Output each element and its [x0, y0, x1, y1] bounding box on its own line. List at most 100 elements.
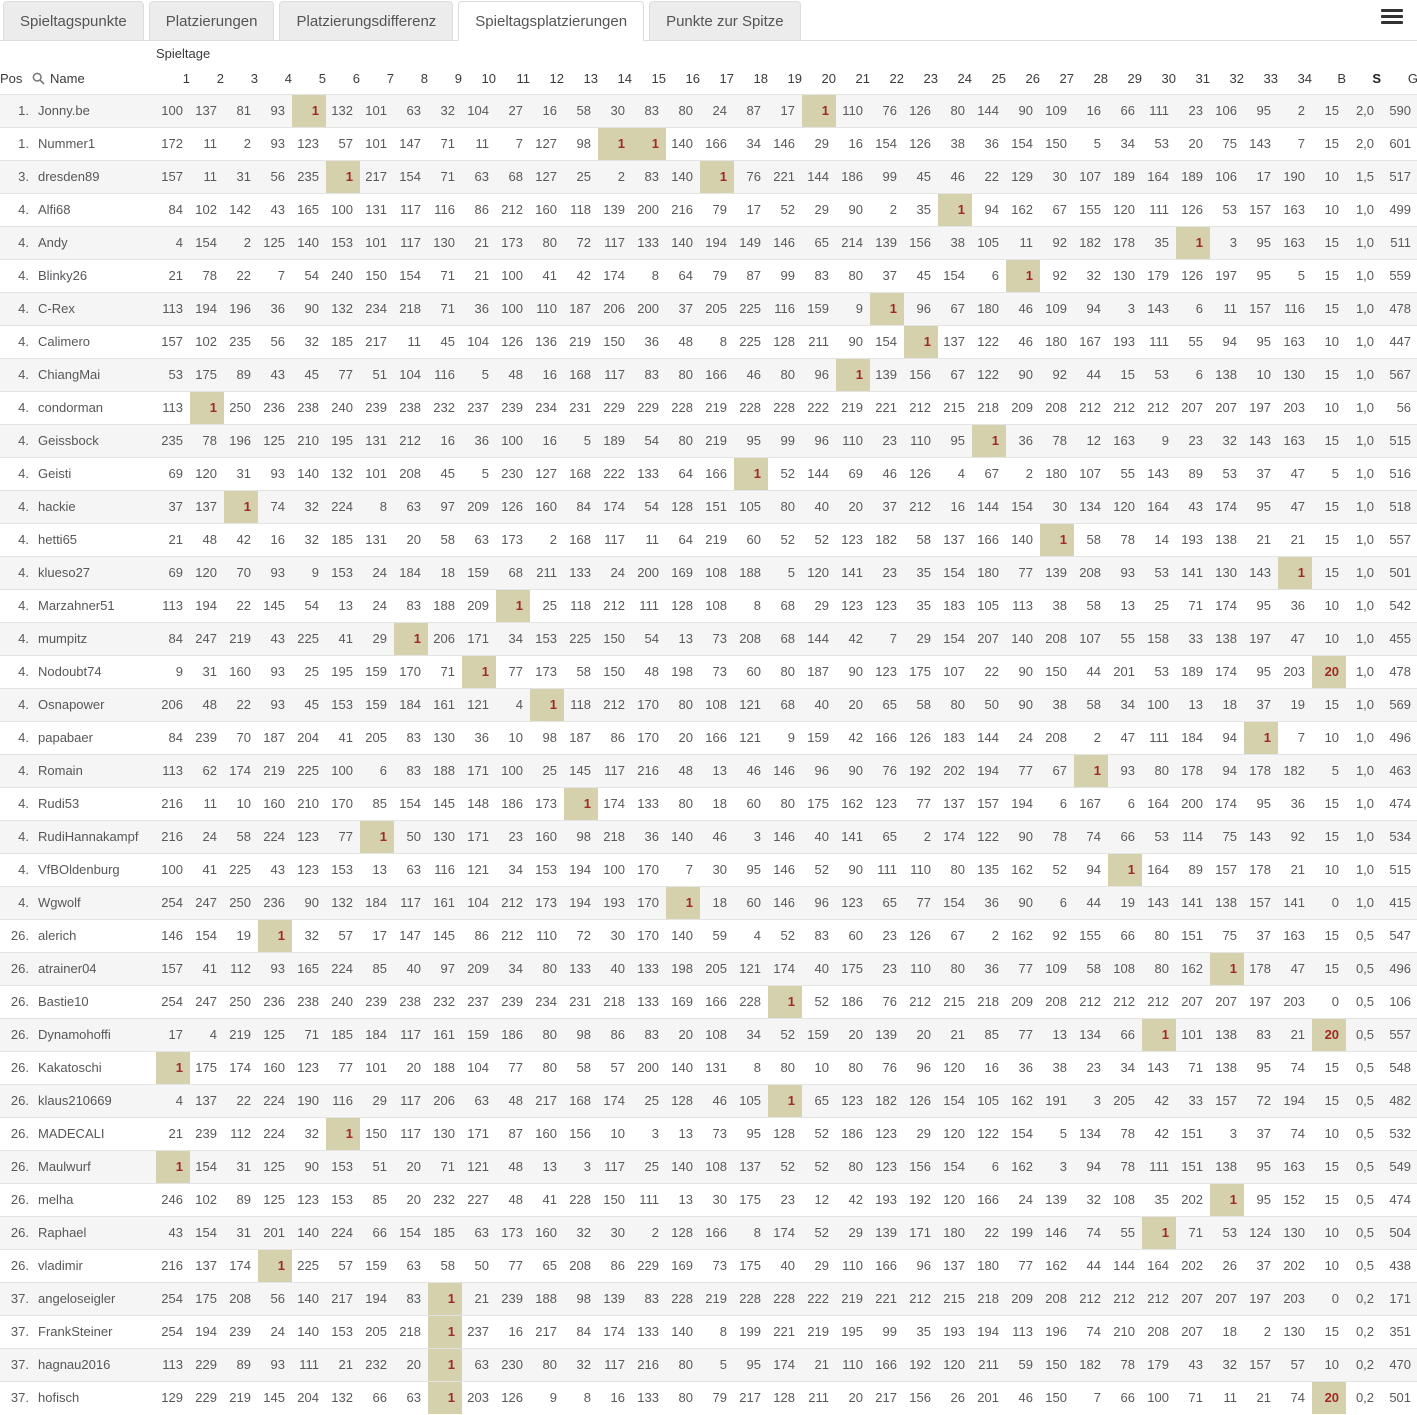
- pos-column-header[interactable]: Pos: [0, 63, 32, 94]
- day-cell: 108: [700, 1149, 734, 1183]
- day-column-header-15[interactable]: 15: [632, 63, 666, 94]
- day-cell: 164: [1142, 159, 1176, 193]
- day-cell: 44: [1074, 357, 1108, 391]
- day-column-header-30[interactable]: 30: [1142, 63, 1176, 94]
- day-column-header-17[interactable]: 17: [700, 63, 734, 94]
- day-column-header-25[interactable]: 25: [972, 63, 1006, 94]
- day-cell: 157: [1244, 192, 1278, 226]
- day-cell: 167: [1074, 324, 1108, 358]
- day-cell: 92: [1040, 258, 1074, 292]
- day-column-header-2[interactable]: 2: [190, 63, 224, 94]
- name-column-header[interactable]: Name: [32, 63, 156, 94]
- tab-punkte-zur-spitze[interactable]: Punkte zur Spitze: [649, 1, 801, 41]
- s-cell: 1,0: [1346, 885, 1382, 919]
- g-cell: 516: [1381, 456, 1417, 490]
- day-column-header-8[interactable]: 8: [394, 63, 428, 94]
- day-cell: 139: [598, 192, 632, 226]
- player-name: alerich: [32, 918, 156, 952]
- day-cell-first-place: 1: [224, 489, 258, 523]
- day-cell: 95: [1244, 1050, 1278, 1084]
- day-cell: 160: [258, 1050, 292, 1084]
- day-cell: 140: [292, 1215, 326, 1249]
- day-cell: 194: [1006, 786, 1040, 820]
- tab-spieltagsplatzierungen[interactable]: Spieltagsplatzierungen: [458, 1, 645, 41]
- day-cell: 222: [802, 390, 836, 424]
- day-cell: 217: [360, 159, 394, 193]
- b-column-header[interactable]: B: [1312, 63, 1347, 94]
- day-column-header-1[interactable]: 1: [156, 63, 190, 94]
- day-cell: 122: [972, 1116, 1006, 1150]
- day-cell: 120: [1108, 489, 1142, 523]
- day-cell: 189: [1176, 654, 1210, 688]
- g-column-header[interactable]: G: [1381, 63, 1417, 94]
- day-cell: 236: [258, 390, 292, 424]
- day-column-header-31[interactable]: 31: [1176, 63, 1210, 94]
- day-column-header-18[interactable]: 18: [734, 63, 768, 94]
- menu-icon[interactable]: [1381, 9, 1403, 27]
- day-column-header-12[interactable]: 12: [530, 63, 564, 94]
- day-cell: 43: [156, 1215, 190, 1249]
- day-column-header-6[interactable]: 6: [326, 63, 360, 94]
- day-column-header-5[interactable]: 5: [292, 63, 326, 94]
- b-cell: 5: [1312, 456, 1347, 490]
- day-cell: 71: [1176, 1215, 1210, 1249]
- day-cell: 95: [1244, 93, 1278, 127]
- day-column-header-9[interactable]: 9: [428, 63, 462, 94]
- search-icon[interactable]: [32, 72, 45, 85]
- day-column-header-20[interactable]: 20: [802, 63, 836, 94]
- day-column-header-19[interactable]: 19: [768, 63, 802, 94]
- day-column-header-4[interactable]: 4: [258, 63, 292, 94]
- day-cell: 21: [156, 1116, 190, 1150]
- day-cell: 89: [224, 1182, 258, 1216]
- day-cell: 133: [564, 555, 598, 589]
- day-cell: 208: [1040, 720, 1074, 754]
- s-column-header[interactable]: S: [1346, 63, 1382, 94]
- day-cell: 40: [802, 489, 836, 523]
- day-cell: 29: [802, 126, 836, 160]
- day-cell: 179: [1142, 1347, 1176, 1381]
- day-column-header-13[interactable]: 13: [564, 63, 598, 94]
- table-row: 4. Geissbock 235 78 196 125 210 195 131 212 16 36 10…: [0, 423, 1417, 457]
- table-row: 1. Nummer1 172 11 2 93 123 57 101 147 71 11 7 127 98 1 1…: [0, 126, 1417, 160]
- day-cell: 154: [190, 1215, 224, 1249]
- day-column-header-7[interactable]: 7: [360, 63, 394, 94]
- day-cell: 100: [326, 753, 360, 787]
- s-cell: 1,0: [1346, 687, 1382, 721]
- day-column-header-11[interactable]: 11: [496, 63, 530, 94]
- day-column-header-29[interactable]: 29: [1108, 63, 1142, 94]
- table-row: 4. Andy 4 154 2 125 140 153 101 117 130 21 173 80 72 11…: [0, 225, 1417, 259]
- day-column-header-16[interactable]: 16: [666, 63, 700, 94]
- day-cell: 208: [1040, 621, 1074, 655]
- player-name: hofisch: [32, 1380, 156, 1414]
- day-cell: 87: [734, 93, 768, 127]
- day-column-header-32[interactable]: 32: [1210, 63, 1244, 94]
- pos-cell: 4.: [0, 192, 32, 226]
- day-column-header-22[interactable]: 22: [870, 63, 904, 94]
- tab-platzierungsdifferenz[interactable]: Platzierungsdifferenz: [279, 1, 454, 41]
- day-column-header-24[interactable]: 24: [938, 63, 972, 94]
- tab-platzierungen[interactable]: Platzierungen: [148, 1, 275, 41]
- day-column-header-26[interactable]: 26: [1006, 63, 1040, 94]
- day-cell: 168: [564, 522, 598, 556]
- day-cell: 45: [292, 357, 326, 391]
- day-column-header-14[interactable]: 14: [598, 63, 632, 94]
- day-cell: 2: [224, 225, 258, 259]
- day-column-header-28[interactable]: 28: [1074, 63, 1108, 94]
- player-name: Geissbock: [32, 423, 156, 457]
- day-cell: 205: [360, 1314, 394, 1348]
- tab-spieltagspunkte[interactable]: Spieltagspunkte: [3, 1, 144, 41]
- day-cell: 228: [734, 984, 768, 1018]
- day-cell: 93: [258, 126, 292, 160]
- day-cell: 11: [190, 159, 224, 193]
- day-cell: 80: [666, 1347, 700, 1381]
- day-column-header-10[interactable]: 10: [462, 63, 496, 94]
- day-column-header-3[interactable]: 3: [224, 63, 258, 94]
- day-column-header-34[interactable]: 34: [1278, 63, 1313, 94]
- day-cell: 221: [870, 1281, 904, 1315]
- day-column-header-27[interactable]: 27: [1040, 63, 1074, 94]
- day-column-header-23[interactable]: 23: [904, 63, 938, 94]
- day-column-header-33[interactable]: 33: [1244, 63, 1278, 94]
- day-column-header-21[interactable]: 21: [836, 63, 870, 94]
- s-cell: 0,2: [1346, 1380, 1382, 1414]
- day-cell: 52: [768, 456, 802, 490]
